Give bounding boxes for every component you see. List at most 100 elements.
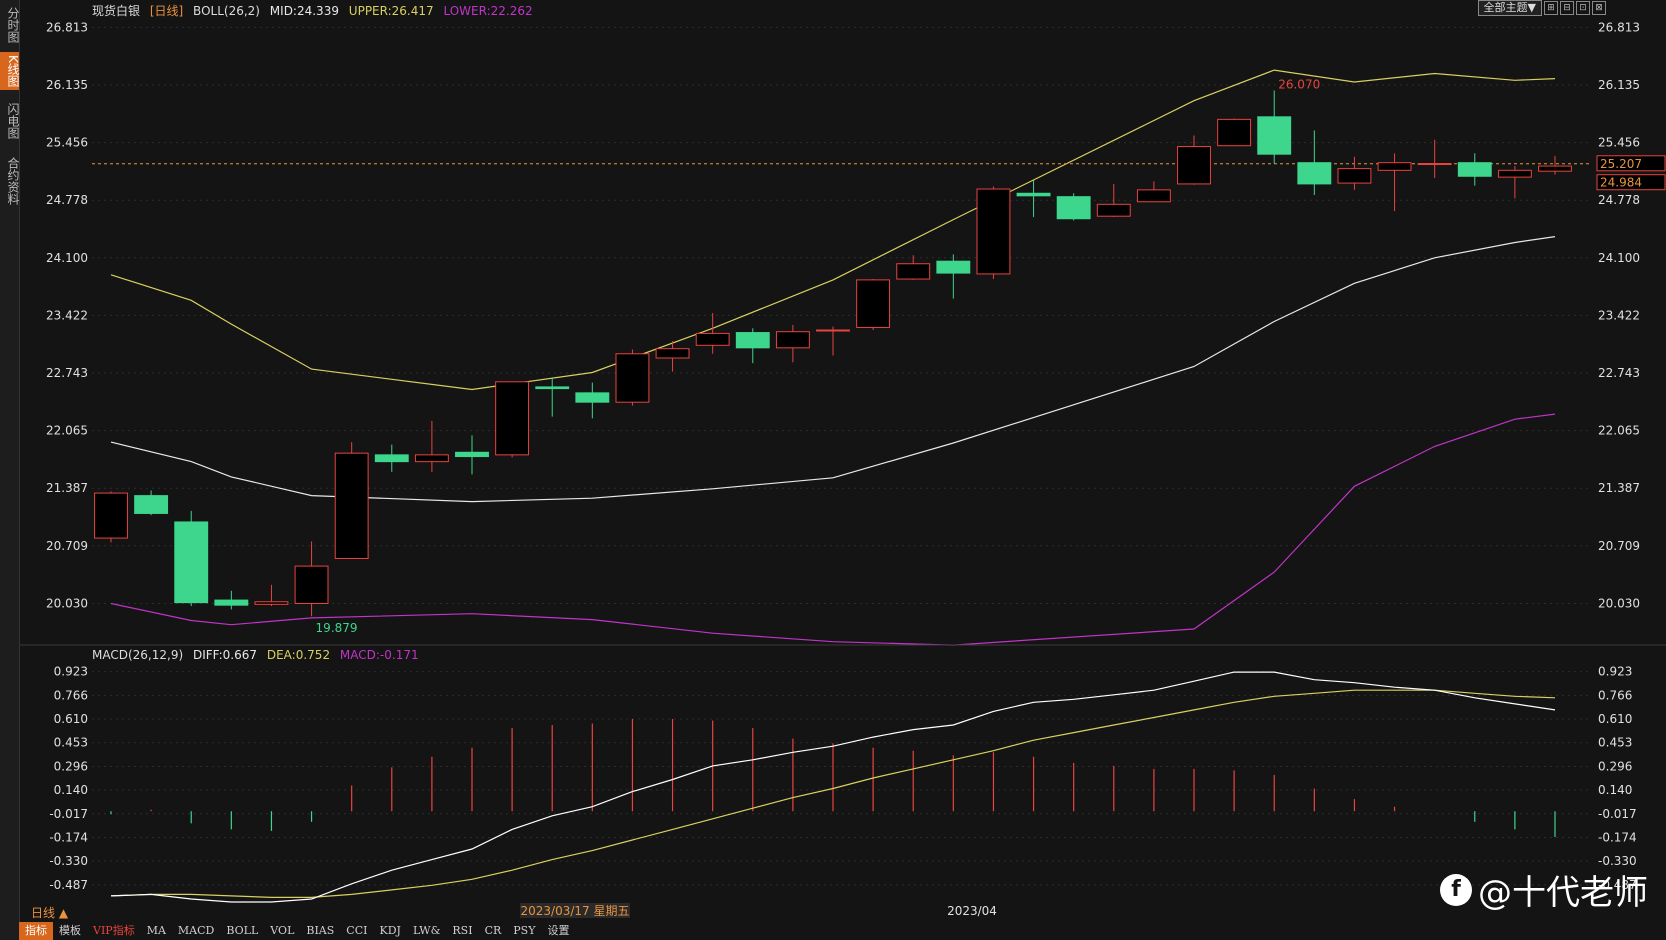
tab-vip-indicator[interactable]: VIP指标 [93,924,135,937]
candle-body [1016,192,1051,197]
theme-select-button[interactable]: 全部主题▼ [1477,0,1542,16]
candle [896,255,931,280]
candle-body [134,495,169,514]
y-tick-left: 26.135 [46,78,88,92]
layout-grid-icon[interactable]: ⊞ [1544,1,1558,15]
tab-bias[interactable]: BIAS [306,924,335,937]
tab-rsi[interactable]: RSI [452,924,473,937]
tab-kline-chart[interactable]: K线图 [0,52,20,90]
candle [1337,156,1372,190]
candle [775,324,810,363]
candle [294,541,329,617]
y-tick-right: 0.610 [1598,712,1632,726]
candle-body [976,188,1011,275]
y-tick-right: 0.140 [1598,783,1632,797]
y-tick-left: 20.709 [46,539,88,553]
candle-body [334,452,369,559]
candle-body [575,392,610,403]
candle-body [896,263,931,280]
candle [1538,155,1572,175]
candle-body [495,381,530,456]
candle [575,382,610,419]
candle-body [775,331,810,349]
tab-ma[interactable]: MA [146,924,166,937]
indicator-tab-bar: 指标 模板 VIP指标 MA MACD BOLL VOL BIAS CCI KD… [19,922,1666,940]
y-tick-left: 24.100 [46,251,88,265]
y-tick-right: 24.100 [1598,251,1640,265]
y-tick-left: 0.453 [54,736,88,750]
candle [816,326,850,356]
watermark: f @十代老师 [1440,865,1648,914]
tab-macd[interactable]: MACD [177,924,215,937]
y-tick-right: 0.923 [1598,665,1632,679]
boll-lower-line [110,413,1556,646]
candle-body [1457,162,1492,177]
period-indicator[interactable]: 日线 ▲ [31,906,69,920]
instrument-name: 现货白银 [92,4,141,18]
y-tick-right: 0.453 [1598,736,1632,750]
candle [695,313,730,354]
candle [495,381,530,458]
candle [455,435,489,475]
candle [214,590,249,610]
layout-split-icon[interactable]: ⊟ [1560,1,1574,15]
candle-body [655,348,690,359]
tab-boll[interactable]: BOLL [226,924,259,937]
candle-body [856,279,891,328]
candle [1096,183,1131,218]
tab-cci[interactable]: CCI [346,924,368,937]
y-tick-left: 25.456 [46,136,88,150]
candle [334,442,369,559]
tab-time-chart[interactable]: 分时图 [6,7,20,43]
y-tick-left: 23.422 [46,308,88,322]
y-tick-left: 0.296 [54,759,88,773]
tab-template[interactable]: 模板 [59,924,81,937]
candle [1497,166,1532,199]
boll-lower-value: LOWER:22.262 [443,4,533,18]
y-tick-left: 0.923 [54,665,88,679]
candle [1217,118,1252,147]
macd-dea-value: DEA:0.752 [266,648,331,662]
candle [1417,139,1452,178]
layout-full-icon[interactable]: ⊠ [1592,1,1606,15]
tab-lw[interactable]: LW& [412,924,441,937]
dea-line [110,689,1556,899]
candle [1457,153,1492,186]
tab-contract-info[interactable]: 合约资料 [6,157,20,205]
candle [1257,90,1292,164]
candle-body [214,599,249,606]
candle-body [816,329,850,332]
y-tick-left: -0.017 [49,807,88,821]
candle [374,444,409,472]
y-tick-left: -0.487 [49,878,88,892]
candle-body [294,565,329,604]
candle [655,341,690,372]
candle [1177,135,1211,185]
y-tick-right: 22.065 [1598,424,1640,438]
tab-cr[interactable]: CR [484,924,502,937]
tab-kdj[interactable]: KDJ [379,924,401,937]
y-tick-left: 22.743 [46,366,88,380]
left-tab-rail: 分时图 K线图 闪电图 合约资料 [0,0,20,940]
y-tick-right: 24.778 [1598,193,1640,207]
candle [535,378,570,417]
tab-psy[interactable]: PSY [513,924,536,937]
candle [856,279,891,330]
candle [254,584,289,607]
tab-settings[interactable]: 设置 [547,924,570,937]
candle-body [374,454,409,463]
tab-flash-chart[interactable]: 闪电图 [6,103,20,139]
boll-mid-line [110,236,1556,503]
candle-body [414,454,449,463]
y-tick-left: 20.030 [46,596,88,610]
tab-vol[interactable]: VOL [270,924,295,937]
candle-body [1257,116,1292,155]
macd-macd-value: MACD:-0.171 [339,648,419,662]
tab-indicator[interactable]: 指标 [19,922,53,940]
x-label-cursor-date: 2023/03/17 星期五 [521,904,630,918]
date-cursor-box [520,903,630,918]
macd-label: MACD(26,12,9) [92,648,184,662]
candle-body [735,332,770,349]
layout-single-icon[interactable]: ⊡ [1576,1,1590,15]
candle [94,491,128,543]
